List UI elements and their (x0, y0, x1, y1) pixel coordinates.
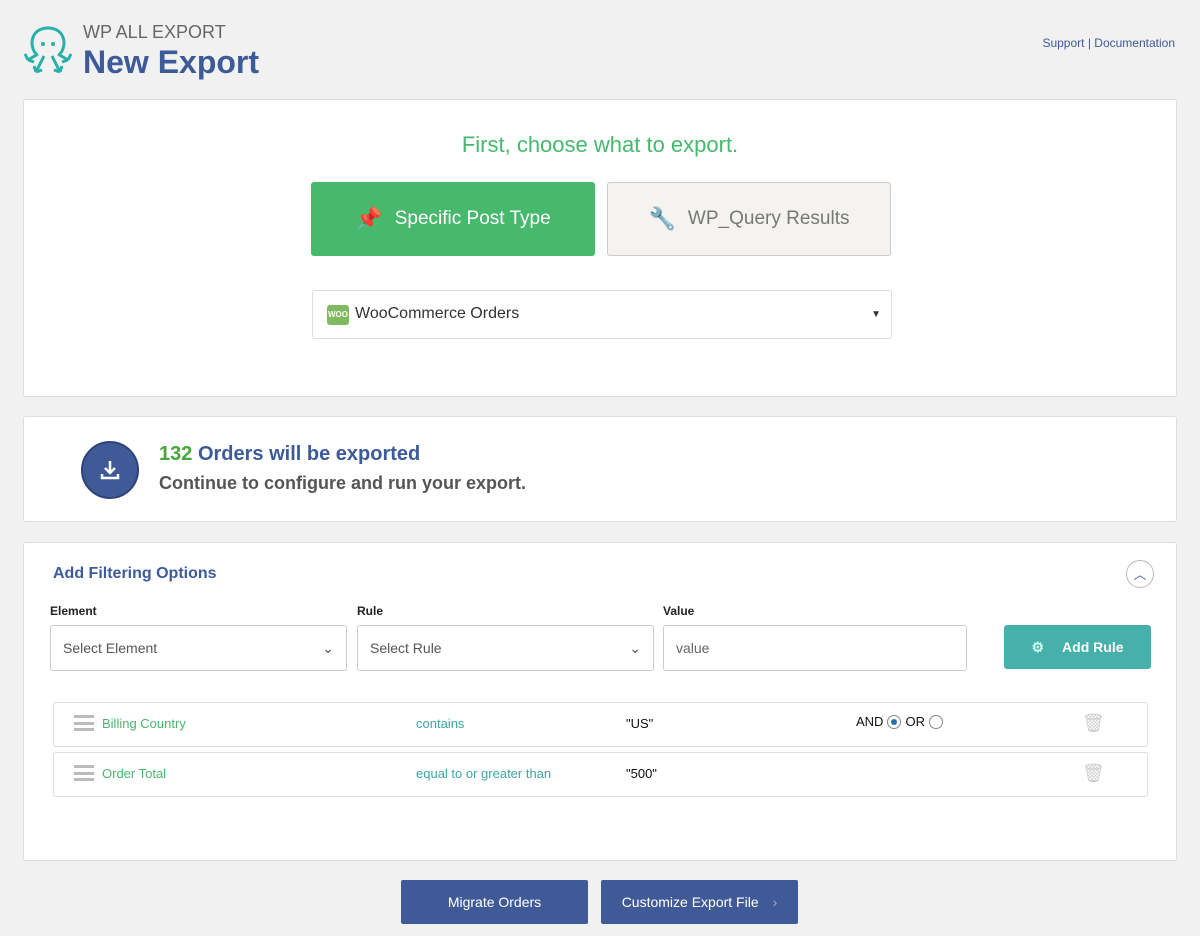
download-icon (81, 441, 139, 499)
customize-label: Customize Export File (621, 893, 759, 910)
element-select[interactable]: Select Element ⌄ (50, 625, 347, 671)
chevron-right-icon: › (772, 893, 778, 910)
caret-down-icon: ▼ (871, 308, 881, 320)
choose-heading: First, choose what to export. (461, 132, 739, 157)
rule-element: Billing Country (102, 716, 186, 731)
value-input[interactable]: value (663, 625, 967, 671)
value-placeholder: value (676, 639, 710, 656)
and-label: AND (856, 714, 884, 729)
gears-icon: ⚙ (1031, 638, 1045, 655)
trash-icon[interactable]: 🗑 (1082, 763, 1105, 783)
chevron-down-icon: ⌄ (322, 639, 334, 656)
and-radio[interactable] (887, 715, 902, 730)
add-rule-button[interactable]: ⚙ Add Rule (1004, 625, 1151, 669)
rule-label: Rule (357, 604, 384, 618)
element-select-value: Select Element (63, 639, 158, 656)
add-rule-label: Add Rule (1062, 638, 1124, 655)
rule-select[interactable]: Select Rule ⌄ (357, 625, 654, 671)
filter-title: Add Filtering Options (53, 565, 217, 582)
drag-handle-icon[interactable] (74, 715, 94, 731)
rule-value: "500" (626, 766, 657, 781)
rule-row: Billing Country contains "US" AND OR 🗑 (53, 702, 1148, 747)
rule-condition: equal to or greater than (416, 766, 552, 781)
collapse-chevron-icon[interactable]: ︿ (1126, 560, 1154, 588)
element-label: Element (50, 604, 97, 618)
wp-query-label: WP_Query Results (687, 208, 850, 230)
order-count: 132 (159, 443, 193, 465)
customize-export-button[interactable]: Customize Export File › (601, 880, 798, 924)
value-label: Value (663, 604, 695, 618)
woocommerce-icon: WOO (327, 304, 349, 325)
rule-value: "US" (626, 716, 654, 731)
summary-subtext: Continue to configure and run your expor… (159, 473, 526, 493)
pin-icon: 📌 (355, 206, 383, 232)
header-links: Support | Documentation (1042, 36, 1175, 51)
or-label: OR (905, 714, 925, 729)
choose-panel: First, choose what to export. 📌 Specific … (23, 99, 1177, 397)
wrench-icon: 🔧 (648, 206, 676, 232)
drag-handle-icon[interactable] (74, 765, 94, 781)
brand-name: WP ALL EXPORT (83, 22, 226, 42)
rule-select-value: Select Rule (370, 639, 442, 656)
export-count-line: 132 Orders will be exported (159, 442, 420, 466)
support-link[interactable]: Support (1042, 36, 1085, 50)
logic-radios: AND OR (856, 714, 947, 730)
filter-panel: Add Filtering Options ︿ Element Rule Val… (23, 542, 1177, 861)
chevron-down-icon: ⌄ (629, 639, 641, 656)
specific-post-type-button[interactable]: 📌 Specific Post Type (311, 182, 595, 256)
documentation-link[interactable]: Documentation (1094, 36, 1175, 50)
post-type-value: WooCommerce Orders (355, 305, 520, 323)
summary-panel: 132 Orders will be exported Continue to … (23, 416, 1177, 522)
rule-row: Order Total equal to or greater than "50… (53, 752, 1148, 797)
rule-condition: contains (416, 716, 465, 731)
wp-query-button[interactable]: 🔧 WP_Query Results (607, 182, 891, 256)
specific-post-type-label: Specific Post Type (394, 208, 551, 230)
trash-icon[interactable]: 🗑 (1082, 713, 1105, 733)
separator: | (1087, 36, 1091, 50)
migrate-orders-button[interactable]: Migrate Orders (401, 880, 588, 924)
page-title: New Export (83, 44, 260, 80)
octopus-logo-icon (23, 26, 73, 74)
rule-element: Order Total (102, 766, 167, 781)
count-text: Orders will be exported (197, 443, 421, 465)
or-radio[interactable] (928, 715, 943, 730)
post-type-select[interactable]: WOO WooCommerce Orders ▼ (312, 290, 892, 339)
